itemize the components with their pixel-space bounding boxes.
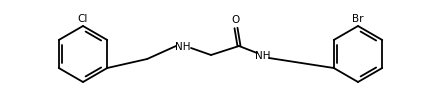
- Text: NH: NH: [255, 51, 271, 61]
- Text: NH: NH: [175, 42, 191, 52]
- Text: Cl: Cl: [78, 14, 88, 24]
- Text: Br: Br: [352, 14, 364, 24]
- Text: O: O: [232, 15, 240, 25]
